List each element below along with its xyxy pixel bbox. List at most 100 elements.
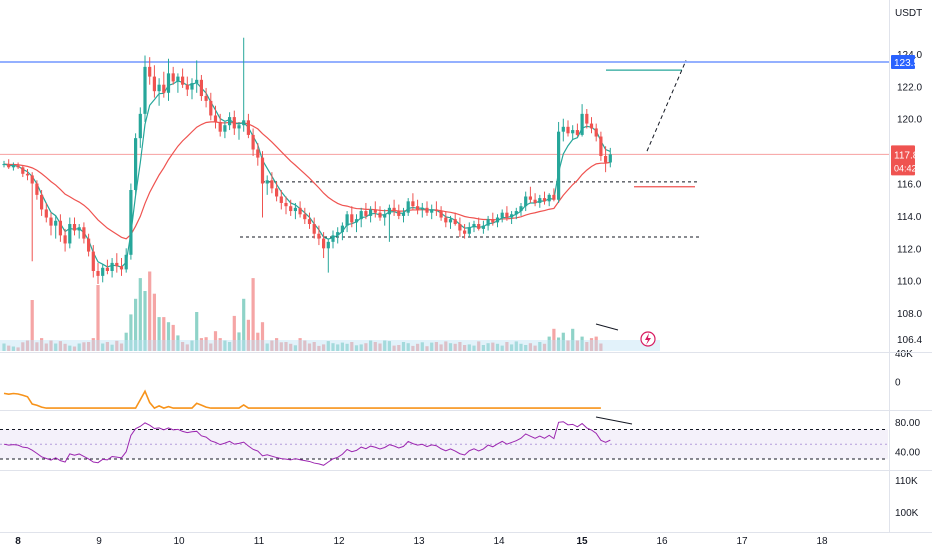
last-price-value: 117.8 xyxy=(894,150,919,161)
time-tick: 15 xyxy=(576,536,588,547)
volume-bar xyxy=(491,342,495,351)
volume-bar xyxy=(354,345,359,351)
slow-moving-average xyxy=(3,121,611,240)
candle-body xyxy=(406,201,410,213)
candle-body xyxy=(392,207,396,212)
candle-body xyxy=(63,235,67,244)
volume-bar xyxy=(307,343,312,351)
volume-bar xyxy=(571,328,575,351)
candle-body xyxy=(265,180,269,184)
volume-bar xyxy=(387,341,391,351)
rsi-tick: 40.00 xyxy=(895,448,920,459)
volume-bar xyxy=(510,344,514,351)
candle-body xyxy=(298,207,302,215)
volume-bar xyxy=(119,343,124,351)
candle-body xyxy=(72,224,77,231)
price-tick: 122.0 xyxy=(897,82,922,93)
candle-body xyxy=(575,130,579,135)
volume-bar xyxy=(378,343,382,351)
candle-body xyxy=(491,219,495,223)
candle-body xyxy=(157,84,161,92)
time-tick: 16 xyxy=(656,536,668,547)
rsi-pane: 80.00 40.00 xyxy=(0,416,920,466)
rsi-divergence-line xyxy=(595,416,633,425)
candle-body xyxy=(138,113,142,139)
candle-body xyxy=(199,79,203,97)
volume-bar xyxy=(270,340,274,351)
volume-bar xyxy=(594,336,598,351)
volume-bar xyxy=(383,340,387,351)
volume-bar xyxy=(134,298,138,351)
candle-body xyxy=(171,73,175,82)
candle-body xyxy=(317,233,321,239)
volume-bar xyxy=(495,343,500,351)
candle-body xyxy=(293,207,297,212)
time-tick: 17 xyxy=(736,536,748,547)
volume-bar xyxy=(265,343,269,351)
candle-body xyxy=(336,232,340,236)
volume-bar xyxy=(63,343,67,351)
candle-body xyxy=(44,209,48,218)
obv-tick: 40K xyxy=(895,349,913,360)
candle-body xyxy=(401,212,406,216)
candle-body xyxy=(453,219,457,225)
resistance-badge xyxy=(891,55,915,70)
price-tick: 112.0 xyxy=(897,244,922,255)
candle-body xyxy=(101,267,105,276)
volume-bar xyxy=(430,342,434,351)
volume-bar xyxy=(21,342,25,351)
volume-bar xyxy=(528,343,532,351)
candle-body xyxy=(425,207,429,213)
volume-bar xyxy=(213,331,218,351)
volume-bar xyxy=(279,342,283,351)
volume-bar xyxy=(105,342,109,351)
candle-body xyxy=(119,266,124,270)
volume-bar xyxy=(359,344,363,351)
candle-body xyxy=(148,66,152,77)
volume-bar xyxy=(110,344,114,351)
volume-bar xyxy=(77,343,81,351)
volume-bar xyxy=(298,338,302,351)
volume-bar xyxy=(411,345,415,351)
volume-bar xyxy=(228,342,232,351)
volume-bar xyxy=(547,336,551,351)
candle-body xyxy=(369,209,373,216)
volume-bar xyxy=(326,341,330,351)
volume-bar xyxy=(7,345,11,351)
candle-body xyxy=(322,238,326,249)
volume-bar xyxy=(477,341,481,351)
fast-moving-average xyxy=(3,80,611,268)
rsi-band-fill xyxy=(0,429,888,459)
candle-body xyxy=(383,214,387,218)
time-tick: 11 xyxy=(254,536,265,547)
volume-bar xyxy=(148,271,152,351)
volume-bar xyxy=(82,342,86,351)
candle-body xyxy=(340,225,344,233)
candle-body xyxy=(162,84,166,93)
volume-bar xyxy=(199,338,203,351)
volume-bar xyxy=(463,345,467,351)
volume-bar xyxy=(439,344,443,351)
candle-body xyxy=(124,254,128,270)
volume-bar xyxy=(350,342,354,351)
annotations xyxy=(595,60,695,347)
volume-bar xyxy=(392,345,396,351)
volume-bar xyxy=(331,343,335,351)
volume-bar xyxy=(589,338,594,351)
candle-body xyxy=(275,188,279,197)
volume-bar xyxy=(599,343,603,351)
time-tick: 8 xyxy=(15,536,21,547)
volume-bar xyxy=(481,345,485,351)
candle-body xyxy=(21,167,25,174)
candle-body xyxy=(528,196,532,200)
candle-body xyxy=(195,79,199,84)
candle-body xyxy=(143,66,147,114)
candle-body xyxy=(495,217,500,223)
obv-pane: 40K 0 xyxy=(3,349,913,410)
price-tick: 114.0 xyxy=(897,212,922,223)
rsi-tick: 80.00 xyxy=(895,418,920,429)
price-axis: 124.0122.0120.0116.0114.0112.0110.0108.0… xyxy=(891,8,922,519)
volume-bar xyxy=(181,342,185,351)
